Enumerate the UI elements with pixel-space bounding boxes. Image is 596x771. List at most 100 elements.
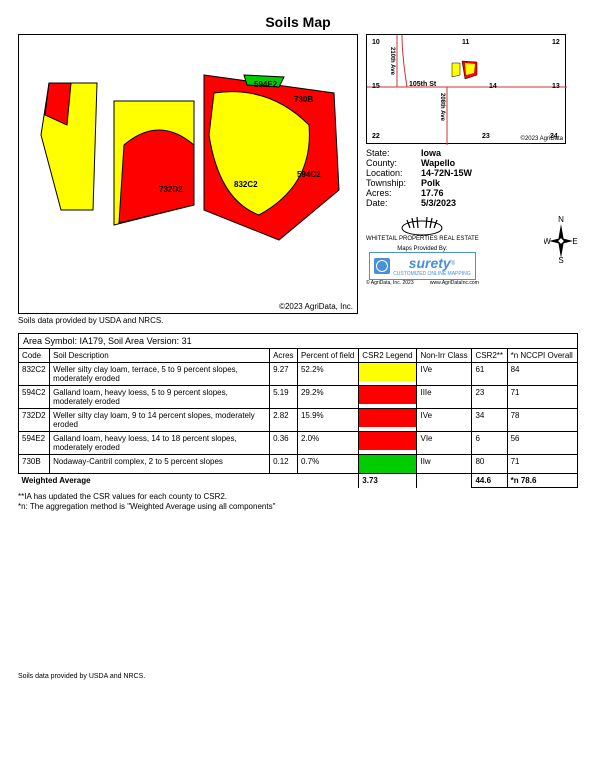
grid-label: 10 (372, 39, 380, 46)
township-value: Polk (421, 178, 440, 188)
table-row: 732D2Weller silty clay loam, 9 to 14 per… (19, 409, 578, 432)
cell-csr2: 34 (472, 409, 507, 432)
wavg-label: Weighted Average (19, 474, 359, 488)
locator-map: 10 11 12 15 14 13 22 23 24 105th St 210t… (366, 34, 566, 144)
map-label: 832C2 (234, 180, 258, 189)
cell-pct: 29.2% (297, 386, 358, 409)
wavg-nccpi: *n 78.6 (507, 474, 577, 488)
info-panel: State:Iowa County:Wapello Location:14-72… (366, 148, 578, 208)
wavg-csr2: 44.6 (472, 474, 507, 488)
grid-label: 15 (372, 83, 380, 90)
compass-icon: N S W E (544, 214, 578, 264)
state-value: Iowa (421, 148, 441, 158)
cell-pct: 2.0% (297, 432, 358, 455)
cell-csr2: 80 (472, 455, 507, 474)
cell-nccpi: 56 (507, 432, 577, 455)
footnote-2: *n: The aggregation method is "Weighted … (18, 502, 578, 512)
cell-csr2: 6 (472, 432, 507, 455)
wavg-blank (417, 474, 472, 488)
county-label: County: (366, 158, 421, 168)
cell-legend (359, 432, 417, 455)
cell-nonirr: IIw (417, 455, 472, 474)
cell-nccpi: 71 (507, 386, 577, 409)
col-csr2: CSR2** (472, 349, 507, 363)
antler-icon (392, 214, 452, 236)
svg-text:W: W (544, 237, 551, 246)
map-label: 732D2 (159, 185, 183, 194)
col-desc: Soil Description (50, 349, 270, 363)
road-label: 105th St (409, 81, 436, 88)
cell-desc: Weller silty clay loam, 9 to 14 percent … (50, 409, 270, 432)
road-label: 208th Ave (439, 93, 445, 121)
cell-pct: 15.9% (297, 409, 358, 432)
cell-code: 732D2 (19, 409, 50, 432)
map-label: 730B (294, 95, 313, 104)
cell-acres: 0.36 (270, 432, 298, 455)
locator-svg (367, 35, 567, 145)
acres-value: 17.76 (421, 188, 444, 198)
cell-legend (359, 386, 417, 409)
cell-desc: Galland loam, heavy loess, 5 to 9 percen… (50, 386, 270, 409)
township-label: Township: (366, 178, 421, 188)
map-label: 594E2 (254, 80, 277, 89)
soils-map: 594E2 730B 732D2 832C2 594C2 ©2023 AgriD… (18, 34, 358, 314)
cell-desc: Nodaway-Cantril complex, 2 to 5 percent … (50, 455, 270, 474)
cell-code: 594E2 (19, 432, 50, 455)
svg-text:E: E (572, 237, 577, 246)
surety-foot-l: © AgriData, Inc. 2023 (366, 280, 414, 286)
cell-code: 730B (19, 455, 50, 474)
table-row: 594C2Galland loam, heavy loess, 5 to 9 p… (19, 386, 578, 409)
cell-nonirr: IVe (417, 409, 472, 432)
grid-label: 14 (489, 83, 497, 90)
weighted-avg-row: Weighted Average 3.73 44.6 *n 78.6 (19, 474, 578, 488)
table-header-row: Code Soil Description Acres Percent of f… (19, 349, 578, 363)
cell-nccpi: 78 (507, 409, 577, 432)
locator-copyright: ©2023 AgriData (521, 136, 563, 142)
map-label: 594C2 (297, 170, 321, 179)
table-row: 832C2Weller silty clay loam, terrace, 5 … (19, 363, 578, 386)
map-copyright: ©2023 AgriData, Inc. (279, 302, 353, 311)
col-code: Code (19, 349, 50, 363)
grid-label: 22 (372, 133, 380, 140)
cell-nccpi: 84 (507, 363, 577, 386)
surety-foot-r: www.AgriDataInc.com (430, 280, 479, 286)
location-label: Location: (366, 168, 421, 178)
whitetail-text: WHITETAIL PROPERTIES REAL ESTATE (366, 236, 479, 242)
cell-nonirr: VIe (417, 432, 472, 455)
grid-label: 23 (482, 133, 490, 140)
grid-label: 13 (552, 83, 560, 90)
col-legend: CSR2 Legend (359, 349, 417, 363)
cell-code: 832C2 (19, 363, 50, 386)
date-value: 5/3/2023 (421, 198, 456, 208)
cell-legend (359, 409, 417, 432)
surety-sub: CUSTOMIZED ONLINE MAPPING (393, 271, 470, 277)
col-nonirr: Non-Irr Class (417, 349, 472, 363)
footnote-1: **IA has updated the CSR values for each… (18, 492, 578, 502)
cell-legend (359, 455, 417, 474)
cell-pct: 0.7% (297, 455, 358, 474)
location-value: 14-72N-15W (421, 168, 472, 178)
cell-csr2: 23 (472, 386, 507, 409)
surety-name: surety (409, 255, 451, 271)
cell-acres: 0.12 (270, 455, 298, 474)
cell-pct: 52.2% (297, 363, 358, 386)
col-acres: Acres (270, 349, 298, 363)
col-pct: Percent of field (297, 349, 358, 363)
grid-label: 11 (462, 39, 469, 46)
wavg-acres: 3.73 (359, 474, 417, 488)
col-nccpi: *n NCCPI Overall (507, 349, 577, 363)
cell-desc: Weller silty clay loam, terrace, 5 to 9 … (50, 363, 270, 386)
county-value: Wapello (421, 158, 455, 168)
surety-reg: ® (451, 261, 455, 267)
bottom-note: Soils data provided by USDA and NRCS. (18, 673, 578, 680)
cell-desc: Galland loam, heavy loess, 14 to 18 perc… (50, 432, 270, 455)
cell-nonirr: IVe (417, 363, 472, 386)
soils-table: Code Soil Description Acres Percent of f… (18, 348, 578, 488)
cell-acres: 2.82 (270, 409, 298, 432)
table-row: 594E2Galland loam, heavy loess, 14 to 18… (19, 432, 578, 455)
area-header: Area Symbol: IA179, Soil Area Version: 3… (18, 333, 578, 348)
cell-acres: 5.19 (270, 386, 298, 409)
grid-label: 12 (552, 39, 560, 46)
cell-acres: 9.27 (270, 363, 298, 386)
cell-code: 594C2 (19, 386, 50, 409)
